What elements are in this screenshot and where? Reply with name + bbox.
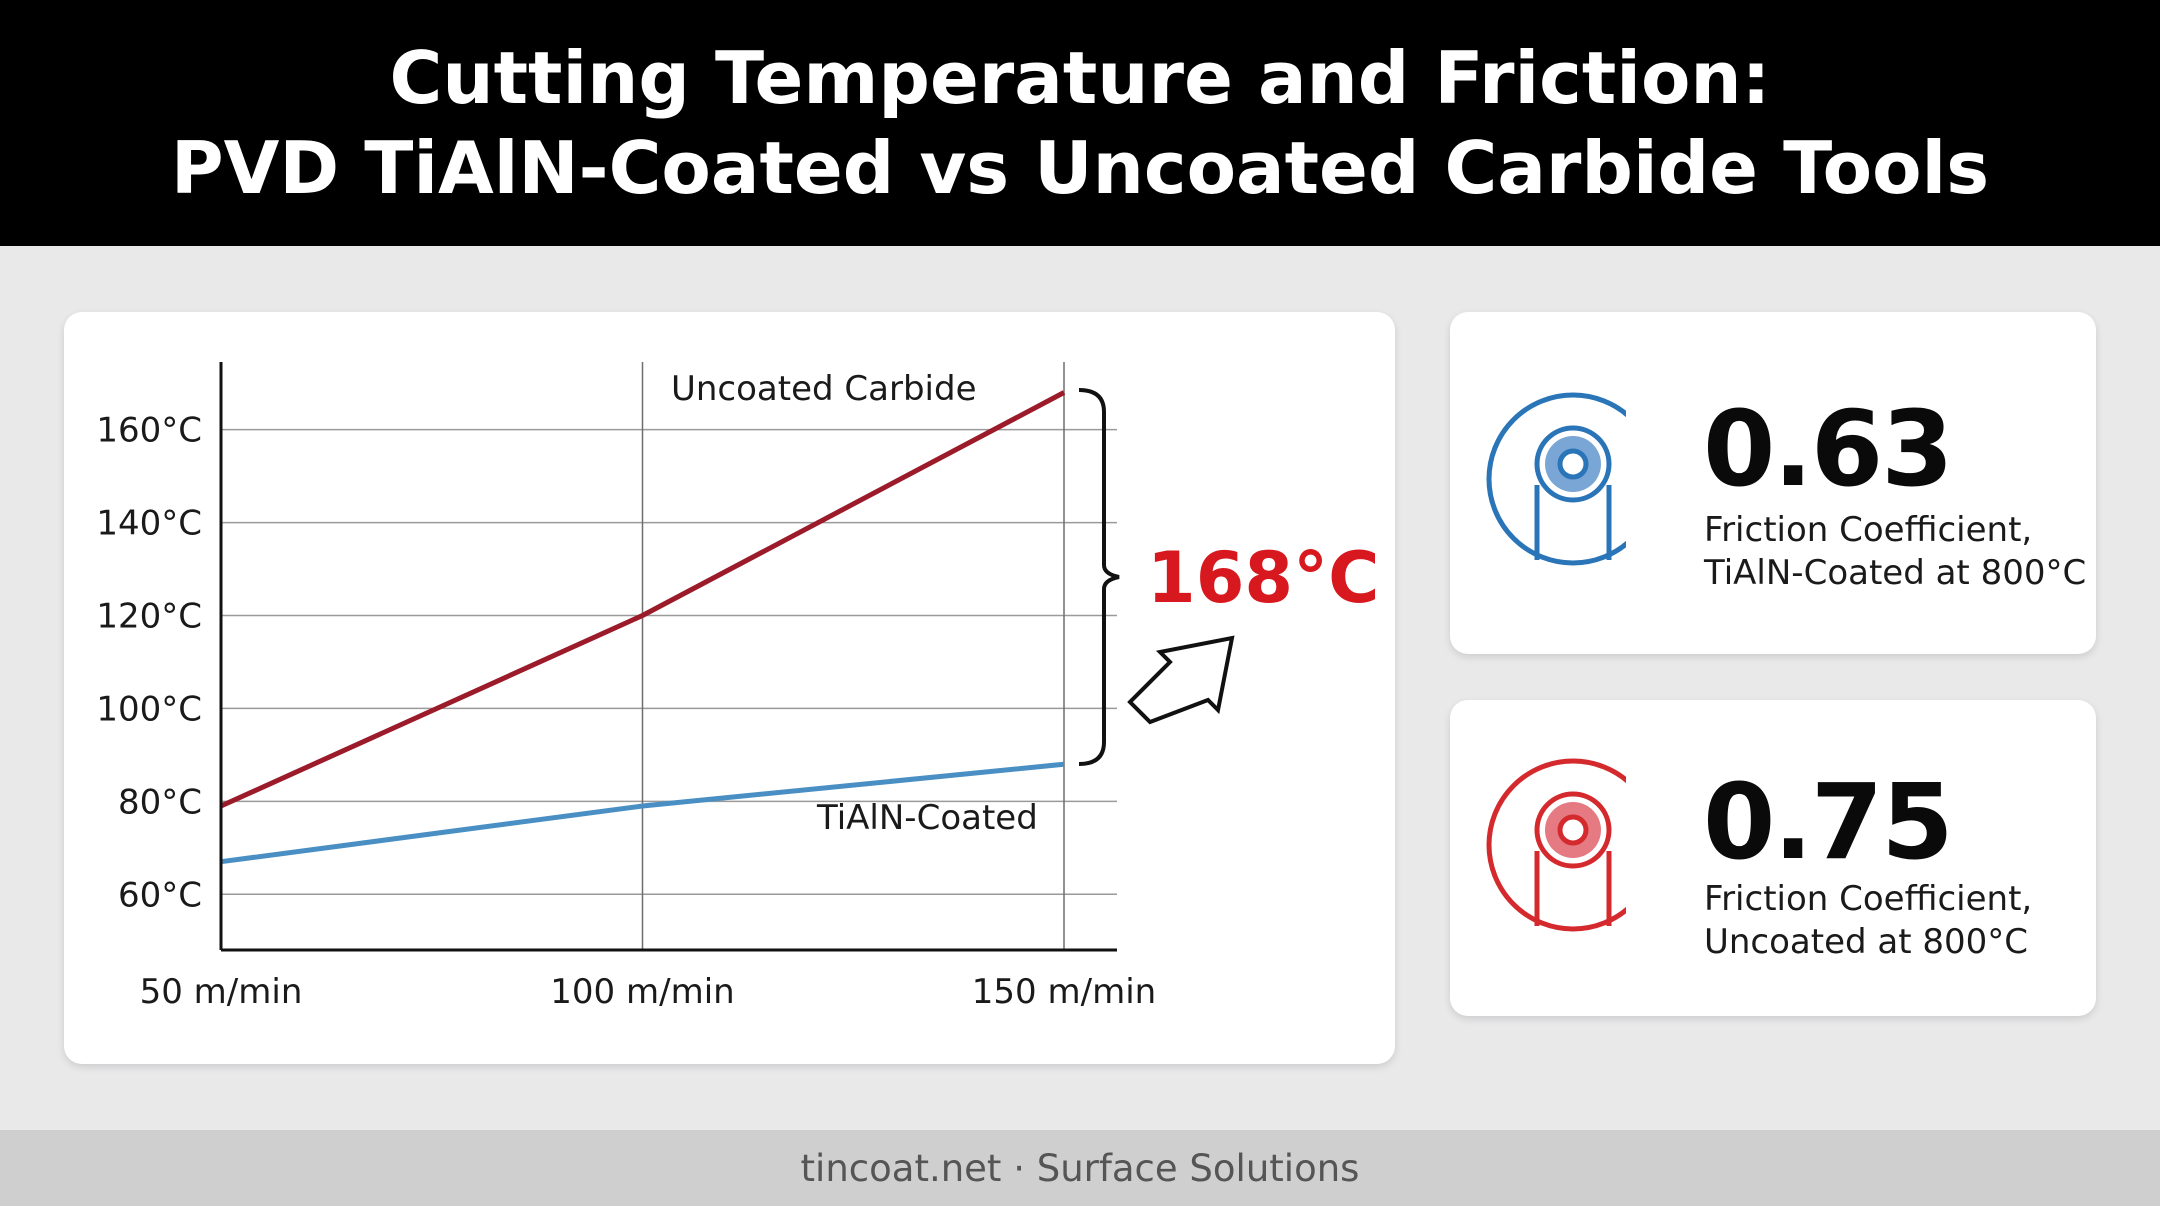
y-tick-label: 140°C: [96, 504, 202, 544]
coated-tool-icon: [1486, 392, 1626, 566]
x-tick-label: 150 m/min: [972, 972, 1156, 1012]
up-right-arrow-icon: [1127, 635, 1235, 725]
stat-card-uncoated: 0.75 Friction Coefficient, Uncoated at 8…: [1450, 700, 2096, 1016]
chart-card: 60°C 80°C 100°C 120°C 140°C 160°C 50 m/min 100 …: [64, 312, 1395, 1064]
brace-icon: [1078, 388, 1120, 766]
stat-card-coated: 0.63 Friction Coefficient, TiAlN-Coated …: [1450, 312, 2096, 654]
stat-label-line-2: Uncoated at 800°C: [1704, 922, 2029, 962]
title-line-1: Cutting Temperature and Friction:: [389, 36, 1771, 120]
stat-value: 0.63: [1703, 388, 1954, 510]
header: Cutting Temperature and Friction: PVD Ti…: [0, 0, 2160, 246]
series-line-uncoated: [219, 390, 1066, 809]
stat-label-line-1: Friction Coefficient,: [1704, 510, 2033, 550]
y-tick-label: 80°C: [118, 782, 202, 822]
temperature-chart: 60°C 80°C 100°C 120°C 140°C 160°C 50 m/min 100 …: [96, 362, 1380, 1012]
y-tick-label: 160°C: [96, 411, 202, 451]
stat-label-line-2: TiAlN-Coated at 800°C: [1704, 553, 2087, 593]
y-tick-label: 100°C: [96, 689, 202, 729]
stat-label: Friction Coefficient, TiAlN-Coated at 80…: [1704, 509, 2086, 595]
series-line-coated: [220, 761, 1065, 865]
stat-value: 0.75: [1703, 761, 1954, 883]
series-label-uncoated: Uncoated Carbide: [671, 369, 977, 409]
footer: tincoat.net · Surface Solutions: [0, 1130, 2160, 1206]
stat-label: Friction Coefficient, Uncoated at 800°C: [1704, 878, 2032, 964]
uncoated-tool-icon: [1486, 758, 1626, 932]
x-tick-label: 50 m/min: [140, 972, 303, 1012]
max-temperature-label: 168°C: [1147, 537, 1380, 619]
y-tick-label: 60°C: [118, 875, 202, 915]
x-tick-label: 100 m/min: [550, 972, 734, 1012]
stat-label-line-1: Friction Coefficient,: [1704, 879, 2033, 919]
series-label-coated: TiAlN-Coated: [816, 798, 1038, 838]
title-line-2: PVD TiAlN-Coated vs Uncoated Carbide Too…: [170, 126, 1990, 210]
y-tick-label: 120°C: [96, 597, 202, 637]
